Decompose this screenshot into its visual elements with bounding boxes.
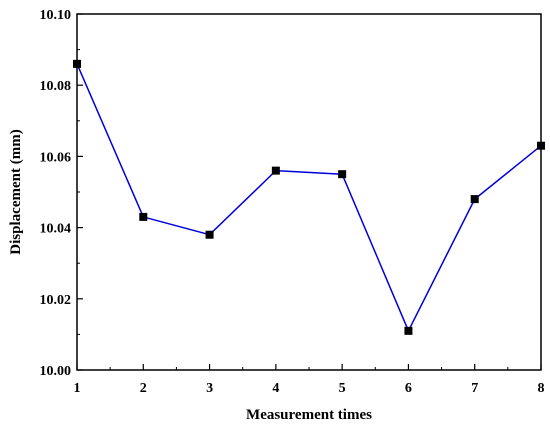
data-point-marker [404, 326, 413, 335]
y-tick-label: 10.00 [40, 364, 72, 379]
x-tick-label: 6 [405, 381, 412, 396]
axis-ticks [76, 13, 542, 371]
tick-labels: 10.00 10.02 10.04 10.06 10.08 10.10 1 2 3 4 5 6 7 8 [40, 8, 545, 396]
y-axis-title: Displacement (mm) [8, 129, 24, 254]
y-tick-label: 10.04 [40, 222, 72, 237]
data-point-marker [338, 170, 347, 179]
x-tick-label: 7 [471, 381, 478, 396]
y-tick-label: 10.10 [40, 8, 72, 23]
x-tick-label: 1 [74, 381, 81, 396]
data-point-marker [470, 195, 479, 204]
series-line [76, 63, 542, 333]
data-point-marker [139, 212, 148, 221]
y-tick-label: 10.06 [40, 150, 72, 165]
data-point-marker [271, 166, 280, 175]
y-tick-label: 10.08 [40, 79, 72, 94]
x-tick-label: 4 [272, 381, 279, 396]
x-tick-label: 5 [339, 381, 346, 396]
x-tick-label: 3 [206, 381, 213, 396]
x-tick-label: 8 [538, 381, 545, 396]
x-axis-title: Measurement times [246, 407, 372, 423]
plot-frame [76, 13, 542, 371]
y-tick-label: 10.02 [40, 293, 72, 308]
series-markers [73, 59, 545, 335]
data-point-marker [205, 230, 214, 239]
x-tick-label: 2 [140, 381, 147, 396]
